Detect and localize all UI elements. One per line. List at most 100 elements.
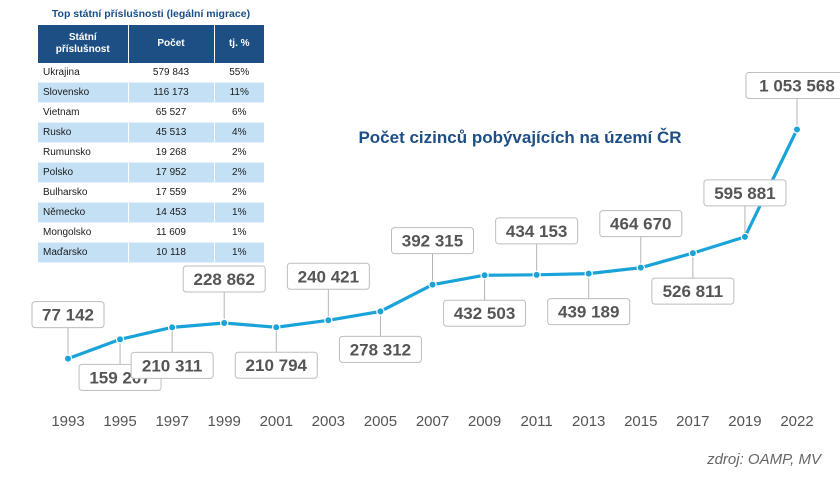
data-point <box>584 269 593 278</box>
count-cell: 19 268 <box>127 142 214 163</box>
data-point <box>63 354 73 363</box>
percent-cell: 1% <box>213 222 264 243</box>
data-point <box>688 248 698 258</box>
x-tick-label: 2003 <box>312 413 345 430</box>
count-cell: 14 453 <box>127 202 214 223</box>
x-tick-label: 1993 <box>51 413 84 430</box>
data-label-text: 240 421 <box>298 267 359 286</box>
table-row: Polsko 17 952 2% <box>38 162 264 183</box>
count-cell: 10 118 <box>127 242 214 263</box>
data-label: 240 421 <box>286 262 370 290</box>
data-point <box>480 271 489 280</box>
nationality-cell: Rumunsko <box>38 142 128 163</box>
data-label: 432 503 <box>443 299 527 327</box>
data-label-text: 1 053 568 <box>759 77 835 96</box>
data-label: 526 811 <box>651 277 735 305</box>
x-tick-label: 2009 <box>468 413 501 430</box>
percent-cell: 1% <box>213 202 264 223</box>
data-point <box>324 316 333 325</box>
data-label-text: 210 311 <box>142 356 203 375</box>
table-title: Top státní příslušnosti (legální migrace… <box>51 8 251 20</box>
x-tick-label: 2019 <box>728 413 761 430</box>
data-label: 210 794 <box>234 351 318 379</box>
data-point <box>220 318 229 328</box>
nationality-table-panel: Top státní příslušnosti (legální migrace… <box>38 8 264 263</box>
table-header-row: Státní příslušnost Počet tj. % <box>38 25 264 63</box>
data-label: 464 670 <box>599 210 683 238</box>
nationality-cell: Ukrajina <box>38 63 128 83</box>
x-tick-label: 1997 <box>155 413 188 430</box>
nationality-cell: Vietnam <box>38 102 128 123</box>
data-label-text: 439 189 <box>558 303 619 322</box>
count-cell: 116 173 <box>127 82 214 103</box>
table-row: Rusko 45 513 4% <box>38 122 264 143</box>
table-row: Vietnam 65 527 6% <box>38 102 264 123</box>
x-tick-label: 2013 <box>572 413 605 430</box>
data-label-text: 77 142 <box>42 306 94 325</box>
x-tick-label: 2005 <box>364 413 397 430</box>
data-label: 77 142 <box>31 301 105 329</box>
x-tick-label: 1995 <box>103 413 136 430</box>
header-count: Počet <box>127 25 214 63</box>
data-point <box>272 323 281 332</box>
count-cell: 11 609 <box>127 222 214 243</box>
percent-cell: 2% <box>213 142 264 163</box>
count-cell: 45 513 <box>127 122 214 143</box>
data-label: 278 312 <box>338 335 422 363</box>
percent-cell: 2% <box>213 182 264 203</box>
table-row: Bulharsko 17 559 2% <box>38 182 264 203</box>
data-label-text: 434 153 <box>506 222 567 241</box>
nationality-cell: Bulharsko <box>38 182 128 203</box>
data-label-text: 392 315 <box>402 232 463 251</box>
percent-cell: 6% <box>213 102 264 123</box>
data-label-text: 464 670 <box>610 215 671 234</box>
data-point <box>532 270 541 280</box>
table-row: Ukrajina 579 843 55% <box>38 63 264 83</box>
data-label: 434 153 <box>495 217 579 245</box>
x-tick-label: 2011 <box>521 413 553 430</box>
data-label: 228 862 <box>182 265 266 293</box>
data-label: 595 881 <box>703 179 787 207</box>
nationality-cell: Rusko <box>38 122 128 143</box>
data-label-text: 432 503 <box>454 304 515 323</box>
count-cell: 579 843 <box>127 63 214 83</box>
x-tick-label: 2015 <box>624 413 657 430</box>
header-nationality: Státní příslušnost <box>38 25 128 63</box>
table-row: Mongolsko 11 609 1% <box>38 222 264 243</box>
nationality-table: Státní příslušnost Počet tj. % Ukrajina 5… <box>38 25 264 263</box>
data-point <box>792 125 802 134</box>
nationality-cell: Německo <box>38 202 128 223</box>
count-cell: 17 952 <box>127 162 214 183</box>
x-tick-label: 2001 <box>260 413 293 430</box>
x-tick-label: 2022 <box>780 413 813 430</box>
count-cell: 17 559 <box>127 182 214 203</box>
data-point <box>115 335 125 344</box>
data-point <box>428 280 437 289</box>
data-label-text: 526 811 <box>663 282 724 301</box>
nationality-cell: Mongolsko <box>38 222 128 243</box>
data-label: 210 311 <box>130 351 214 379</box>
table-row: Německo 14 453 1% <box>38 202 264 223</box>
percent-cell: 55% <box>213 63 264 83</box>
percent-cell: 1% <box>213 242 264 263</box>
data-label-text: 210 794 <box>246 356 308 375</box>
nationality-cell: Polsko <box>38 162 128 183</box>
percent-cell: 2% <box>213 162 264 183</box>
data-label: 439 189 <box>547 298 631 326</box>
nationality-cell: Maďarsko <box>38 242 128 263</box>
data-label: 1 053 568 <box>745 72 840 100</box>
chart-title: Počet cizinců pobývajících na území ČR <box>358 128 681 147</box>
x-tick-label: 1999 <box>208 413 241 430</box>
percent-cell: 11% <box>213 82 264 103</box>
table-row: Rumunsko 19 268 2% <box>38 142 264 163</box>
table-row: Maďarsko 10 118 1% <box>38 242 264 263</box>
data-point <box>636 263 645 272</box>
source-note: zdroj: OAMP, MV <box>706 451 823 468</box>
data-label-text: 595 881 <box>714 184 775 203</box>
data-point <box>376 307 385 316</box>
data-label: 392 315 <box>391 227 474 255</box>
percent-cell: 4% <box>213 122 264 143</box>
data-label-text: 278 312 <box>350 340 411 359</box>
count-cell: 65 527 <box>127 102 214 123</box>
